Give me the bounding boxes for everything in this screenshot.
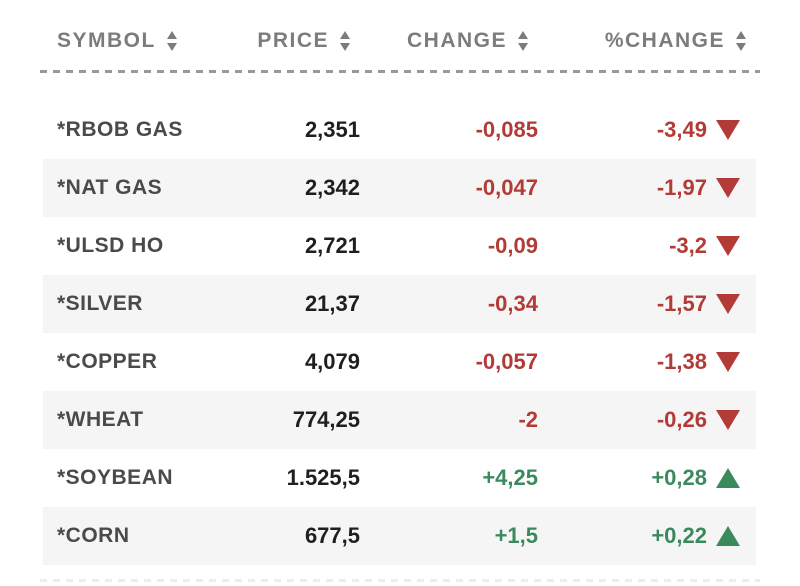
pct-change-cell: -3,2: [538, 233, 756, 259]
pct-change-value: -3,49: [656, 117, 707, 142]
sort-icon: [340, 31, 350, 51]
pct-change-value: +0,28: [651, 465, 707, 490]
change-cell: -0,085: [475, 117, 538, 142]
change-cell: -0,057: [475, 349, 538, 374]
price-cell: 4,079: [304, 349, 360, 374]
column-header-price[interactable]: PRICE: [243, 29, 360, 53]
column-header-change-label: CHANGE: [406, 29, 507, 52]
table-header: SYMBOL PRICE CHANGE: [43, 0, 756, 70]
symbol-cell: *SOYBEAN: [57, 466, 174, 489]
sort-icon: [518, 31, 528, 51]
change-cell: -2: [518, 407, 538, 432]
symbol-cell: *SILVER: [57, 292, 143, 315]
sort-down-icon: [166, 43, 177, 51]
triangle-down-icon: [716, 352, 740, 372]
column-header-pct-change-label: %CHANGE: [604, 29, 725, 52]
price-cell: 2,342: [304, 175, 360, 200]
price-cell: 2,721: [304, 233, 360, 258]
symbol-cell: *NAT GAS: [57, 176, 163, 199]
sort-icon: [736, 31, 746, 51]
pct-change-value: -1,38: [656, 349, 707, 374]
triangle-down-icon: [716, 294, 740, 314]
triangle-up-icon: [716, 526, 740, 546]
column-header-change[interactable]: CHANGE: [360, 29, 538, 53]
sort-icon: [166, 31, 177, 51]
sort-up-icon: [736, 31, 746, 39]
table-row[interactable]: *RBOB GAS 2,351 -0,085 -3,49: [43, 101, 756, 159]
change-cell: -0,09: [487, 233, 538, 258]
pct-change-cell: -1,57: [538, 291, 756, 317]
price-cell: 1.525,5: [286, 465, 360, 490]
price-cell: 21,37: [304, 291, 360, 316]
symbol-cell: *COPPER: [57, 350, 158, 373]
change-cell: +1,5: [494, 523, 538, 548]
triangle-down-icon: [716, 178, 740, 198]
sort-up-icon: [518, 31, 528, 39]
quotes-table-body: *RBOB GAS 2,351 -0,085 -3,49 *NAT GAS 2,…: [43, 101, 756, 565]
symbol-cell: *WHEAT: [57, 408, 144, 431]
sort-down-icon: [340, 43, 350, 51]
symbol-cell: *CORN: [57, 524, 130, 547]
sort-down-icon: [518, 43, 528, 51]
symbol-cell: *RBOB GAS: [57, 118, 183, 141]
table-row[interactable]: *WHEAT 774,25 -2 -0,26: [43, 391, 756, 449]
pct-change-cell: -1,38: [538, 349, 756, 375]
pct-change-value: -1,57: [656, 291, 707, 316]
table-row[interactable]: *SOYBEAN 1.525,5 +4,25 +0,28: [43, 449, 756, 507]
table-row[interactable]: *ULSD HO 2,721 -0,09 -3,2: [43, 217, 756, 275]
pct-change-value: -1,97: [656, 175, 707, 200]
pct-change-cell: -1,97: [538, 175, 756, 201]
table-row[interactable]: *COPPER 4,079 -0,057 -1,38: [43, 333, 756, 391]
table-row[interactable]: *CORN 677,5 +1,5 +0,22: [43, 507, 756, 565]
price-cell: 2,351: [304, 117, 360, 142]
table-row[interactable]: *NAT GAS 2,342 -0,047 -1,97: [43, 159, 756, 217]
pct-change-value: -3,2: [669, 233, 707, 258]
pct-change-value: +0,22: [651, 523, 707, 548]
pct-change-cell: -0,26: [538, 407, 756, 433]
symbol-cell: *ULSD HO: [57, 234, 164, 257]
footer-divider: [40, 579, 760, 582]
change-cell: -0,047: [475, 175, 538, 200]
table-row[interactable]: *SILVER 21,37 -0,34 -1,57: [43, 275, 756, 333]
header-divider: [40, 70, 760, 73]
sort-up-icon: [166, 31, 177, 39]
triangle-down-icon: [716, 120, 740, 140]
column-header-pct-change[interactable]: %CHANGE: [538, 29, 756, 53]
price-cell: 677,5: [304, 523, 360, 548]
sort-up-icon: [340, 31, 350, 39]
column-header-symbol[interactable]: SYMBOL: [43, 29, 243, 53]
pct-change-cell: -3,49: [538, 117, 756, 143]
sort-down-icon: [736, 43, 746, 51]
pct-change-cell: +0,22: [538, 523, 756, 549]
triangle-down-icon: [716, 236, 740, 256]
column-header-symbol-label: SYMBOL: [57, 29, 156, 52]
pct-change-cell: +0,28: [538, 465, 756, 491]
triangle-down-icon: [716, 410, 740, 430]
change-cell: -0,34: [487, 291, 538, 316]
triangle-up-icon: [716, 468, 740, 488]
price-cell: 774,25: [292, 407, 360, 432]
change-cell: +4,25: [482, 465, 538, 490]
column-header-price-label: PRICE: [257, 29, 329, 52]
pct-change-value: -0,26: [656, 407, 707, 432]
